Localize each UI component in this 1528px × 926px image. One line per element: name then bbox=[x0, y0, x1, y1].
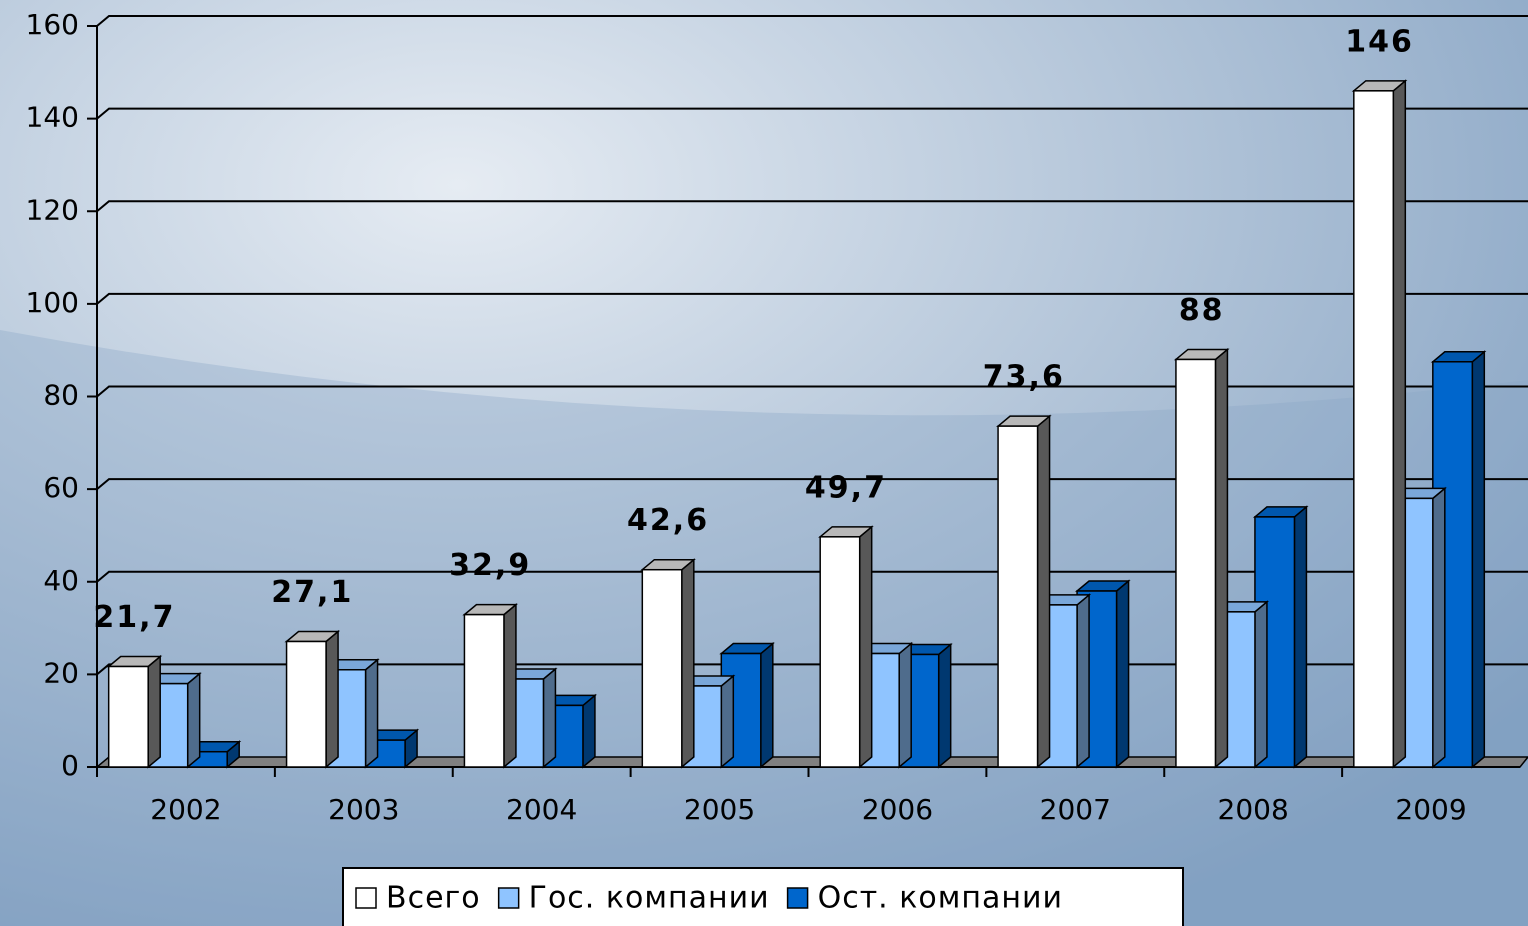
bar-front bbox=[107, 665, 149, 768]
bar-side bbox=[1214, 347, 1229, 769]
bar bbox=[1213, 600, 1270, 769]
bar-front bbox=[1353, 90, 1395, 768]
bar bbox=[1173, 347, 1230, 769]
y-tick-label: 80 bbox=[43, 379, 79, 412]
bar bbox=[284, 629, 341, 769]
bar-side bbox=[1254, 600, 1268, 769]
y-tick-label: 60 bbox=[43, 471, 79, 504]
bar-side bbox=[186, 672, 201, 769]
bar-side bbox=[542, 667, 557, 769]
bar bbox=[106, 654, 163, 769]
grid-line bbox=[96, 200, 1528, 213]
bar-side bbox=[1076, 593, 1090, 769]
bar-side bbox=[1036, 414, 1051, 769]
grid-line bbox=[96, 478, 1528, 490]
bar-side bbox=[681, 558, 695, 769]
bar-front bbox=[819, 536, 861, 768]
bar-side bbox=[720, 674, 735, 769]
grid-line bbox=[96, 385, 1528, 398]
x-tick-label: 2009 bbox=[1395, 793, 1466, 826]
x-tick-label: 2003 bbox=[328, 793, 399, 826]
bar-side bbox=[1471, 350, 1486, 769]
value-label: 73,6 bbox=[983, 360, 1065, 395]
x-tick-label: 2006 bbox=[862, 793, 933, 826]
bar-front bbox=[997, 425, 1039, 768]
value-label: 42,6 bbox=[627, 503, 709, 538]
bar-side bbox=[937, 642, 952, 769]
legend-label: Всего bbox=[386, 881, 481, 916]
x-tick-label: 2005 bbox=[684, 793, 755, 826]
legend-label: Ост. компании bbox=[818, 881, 1063, 916]
x-tick-label: 2002 bbox=[150, 793, 221, 826]
legend-box bbox=[342, 867, 1184, 926]
y-tick-label: 120 bbox=[26, 193, 79, 226]
value-label: 88 bbox=[1179, 293, 1225, 328]
legend-label: Гос. компании bbox=[529, 881, 770, 916]
bar-side bbox=[760, 641, 774, 769]
bar-side bbox=[1432, 486, 1446, 769]
grid-line bbox=[96, 292, 1528, 305]
bar bbox=[1351, 79, 1408, 769]
x-tick-label: 2004 bbox=[506, 793, 577, 826]
value-label: 27,1 bbox=[271, 575, 353, 610]
bar bbox=[640, 558, 696, 769]
bar bbox=[995, 414, 1052, 769]
bar-front bbox=[1175, 358, 1217, 768]
x-tick-label: 2008 bbox=[1218, 793, 1289, 826]
bar-side bbox=[325, 629, 339, 769]
bar-front bbox=[463, 613, 505, 768]
bar-side bbox=[1293, 505, 1308, 769]
value-label: 32,9 bbox=[449, 548, 531, 583]
bar-side bbox=[1115, 579, 1130, 769]
legend-swatch bbox=[497, 887, 520, 909]
bar bbox=[462, 603, 519, 769]
grid-line bbox=[96, 570, 1528, 583]
bar-side bbox=[898, 641, 912, 769]
grid-line bbox=[96, 15, 1528, 27]
y-tick-label: 160 bbox=[26, 8, 79, 41]
x-tick-label: 2007 bbox=[1040, 793, 1111, 826]
value-label: 49,7 bbox=[805, 470, 887, 505]
bar-side bbox=[147, 654, 161, 769]
bar-side bbox=[503, 603, 517, 769]
y-tick-label: 140 bbox=[26, 101, 79, 134]
legend-swatch bbox=[355, 887, 377, 909]
bar-side bbox=[1392, 79, 1407, 769]
y-tick-label: 20 bbox=[43, 656, 79, 689]
bar-front bbox=[641, 568, 683, 768]
bar bbox=[818, 525, 874, 769]
bar-side bbox=[364, 658, 379, 769]
bar-front bbox=[285, 640, 327, 768]
y-tick-label: 40 bbox=[43, 564, 79, 597]
bar-side bbox=[858, 525, 873, 769]
value-label: 21,7 bbox=[93, 600, 175, 635]
value-label: 146 bbox=[1345, 24, 1414, 59]
grid-line bbox=[96, 107, 1528, 120]
bar-side bbox=[582, 693, 596, 769]
y-tick-label: 0 bbox=[61, 749, 79, 782]
legend-swatch bbox=[786, 887, 809, 909]
legend: Всего Гос. компании Ост. компании bbox=[342, 867, 1184, 926]
y-tick-label: 100 bbox=[26, 286, 79, 319]
